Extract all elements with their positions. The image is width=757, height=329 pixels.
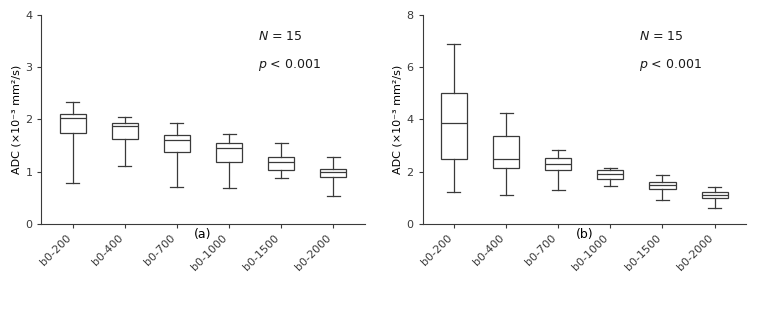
Text: $\it{N}$ = 15: $\it{N}$ = 15 [639,30,684,43]
Text: $\it{p}$ < 0.001: $\it{p}$ < 0.001 [258,57,321,73]
PathPatch shape [60,114,86,134]
PathPatch shape [268,157,294,170]
PathPatch shape [597,170,624,179]
PathPatch shape [320,169,347,177]
Text: (b): (b) [575,228,593,241]
PathPatch shape [164,135,190,152]
PathPatch shape [493,136,519,168]
Text: $\it{p}$ < 0.001: $\it{p}$ < 0.001 [639,57,702,73]
Text: (a): (a) [195,228,212,241]
PathPatch shape [112,123,138,139]
PathPatch shape [216,143,242,162]
Y-axis label: ADC (×10⁻³ mm²/s): ADC (×10⁻³ mm²/s) [11,65,21,174]
PathPatch shape [650,182,675,189]
PathPatch shape [545,158,572,170]
Y-axis label: ADC (×10⁻³ mm²/s): ADC (×10⁻³ mm²/s) [392,65,403,174]
PathPatch shape [441,93,467,159]
Text: $\it{N}$ = 15: $\it{N}$ = 15 [258,30,303,43]
PathPatch shape [702,192,727,198]
